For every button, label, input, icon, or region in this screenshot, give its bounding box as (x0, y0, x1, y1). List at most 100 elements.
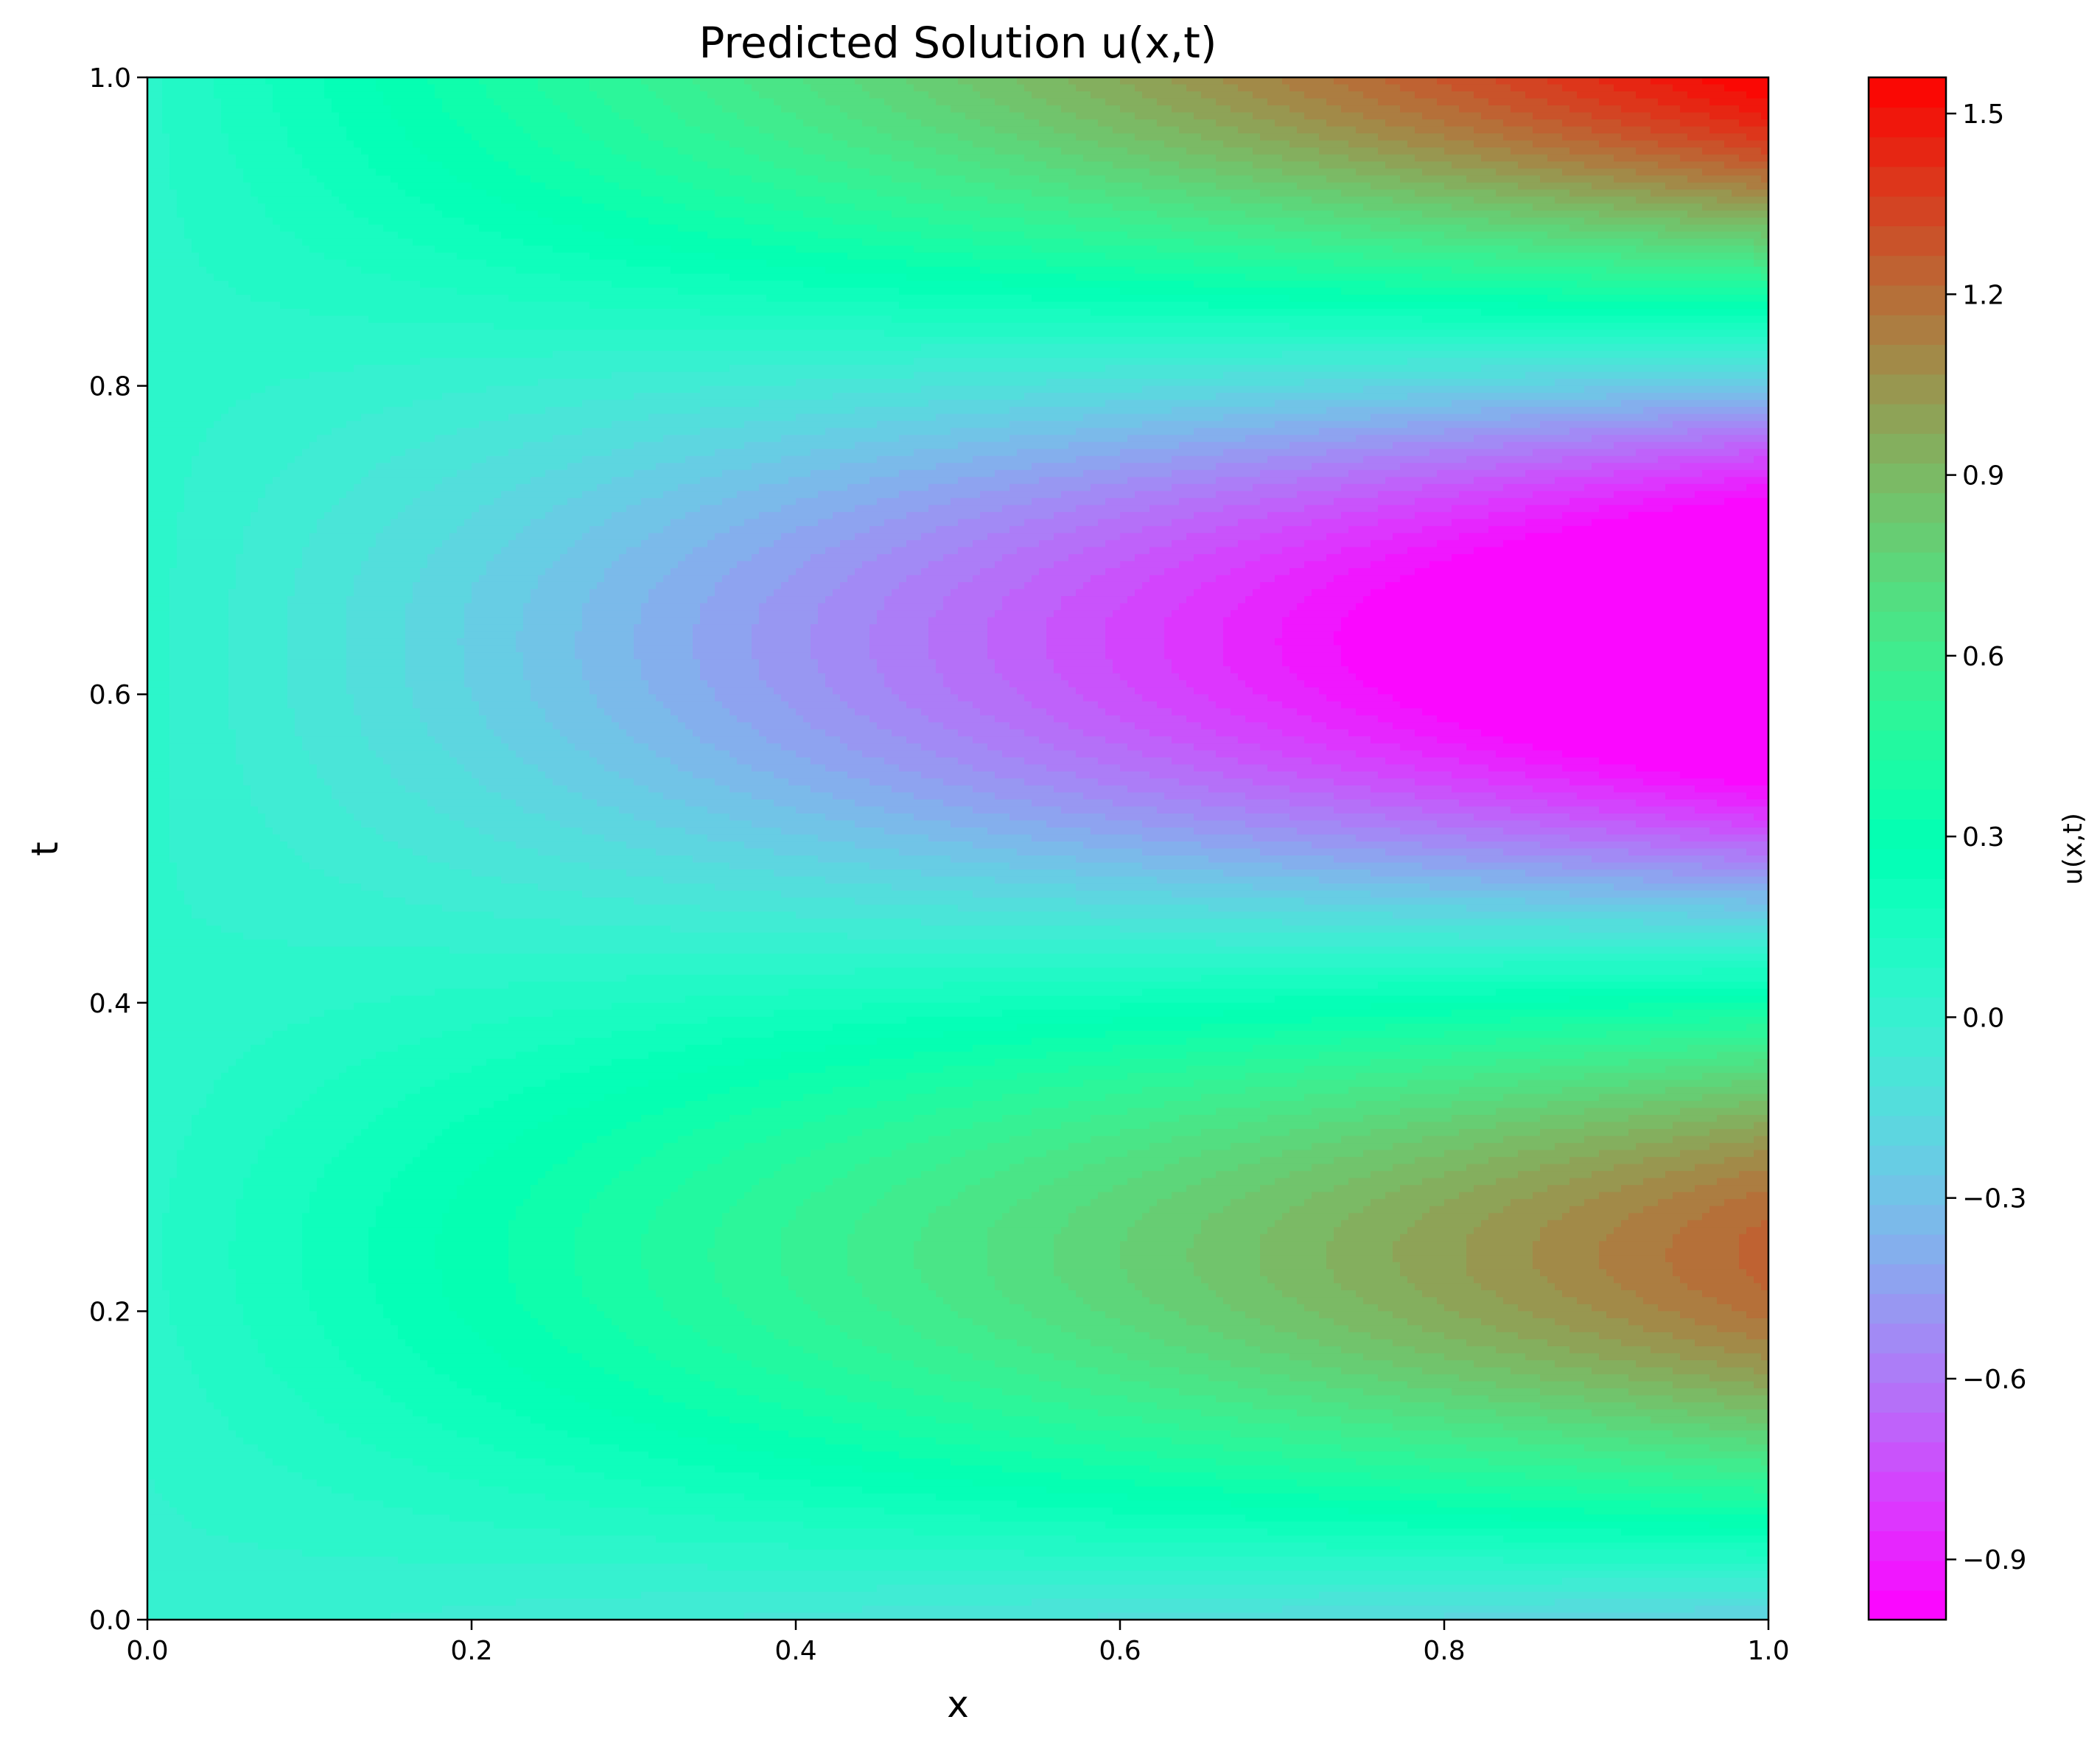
heatmap-cell (1304, 898, 1526, 906)
heatmap-cell (1577, 1297, 1644, 1305)
heatmap-cell (1334, 778, 1415, 786)
heatmap-cell (236, 1213, 303, 1221)
heatmap-cell (1621, 1528, 1769, 1536)
heatmap-cell (413, 1157, 487, 1165)
heatmap-cell (958, 1192, 1032, 1200)
heatmap-cell (302, 856, 428, 864)
heatmap-cell (147, 1577, 1563, 1586)
heatmap-cell (1260, 497, 1334, 506)
heatmap-cell (545, 771, 620, 780)
heatmap-cell (1009, 105, 1062, 113)
heatmap-cell (1194, 280, 1386, 289)
colorbar-band (1869, 77, 1946, 108)
heatmap-cell (1651, 126, 1710, 134)
heatmap-cell (1754, 1136, 1769, 1144)
heatmap-cell (464, 1318, 539, 1326)
heatmap-cell (192, 1129, 273, 1137)
heatmap-cell (604, 175, 679, 183)
heatmap-cell (1680, 1227, 1747, 1235)
heatmap-cell (1017, 77, 1069, 85)
heatmap-cell (1481, 112, 1533, 120)
heatmap-cell (1569, 1346, 1651, 1354)
heatmap-cell (472, 581, 539, 590)
heatmap-cell (147, 974, 627, 983)
heatmap-cell (147, 631, 170, 639)
heatmap-cell (494, 1444, 620, 1452)
heatmap-cell (1009, 862, 1143, 870)
heatmap-cell (1076, 224, 1172, 233)
heatmap-cell (796, 1206, 870, 1214)
heatmap-cell (1076, 898, 1305, 906)
heatmap-cell (1547, 799, 1637, 808)
heatmap-cell (1142, 750, 1217, 758)
heatmap-cell (516, 533, 583, 541)
heatmap-cell (1127, 1150, 1202, 1158)
heatmap-cell (1312, 1164, 1393, 1172)
heatmap-cell (258, 196, 340, 205)
heatmap-cell (251, 1164, 325, 1172)
heatmap-cell (147, 1493, 163, 1502)
heatmap-cell (1253, 175, 1327, 183)
heatmap-cell (147, 603, 170, 611)
heatmap-cell (1113, 799, 1202, 808)
heatmap-cell (1643, 407, 1769, 415)
heatmap-cell (1562, 168, 1637, 176)
heatmap-cell (707, 1016, 907, 1025)
heatmap-cell (1717, 1360, 1769, 1368)
heatmap-cell (553, 98, 605, 106)
heatmap-cell (1076, 1332, 1150, 1340)
heatmap-cell (862, 238, 973, 247)
heatmap-cell (1083, 1164, 1165, 1172)
heatmap-cell (722, 1157, 797, 1165)
colorbar-tick-label: 1.2 (1962, 280, 2004, 310)
heatmap-cell (788, 1430, 900, 1438)
heatmap-cell (1216, 491, 1298, 499)
heatmap-cell (707, 91, 760, 99)
heatmap-cell (1378, 98, 1438, 106)
heatmap-cell (597, 1192, 671, 1200)
heatmap-cell (1569, 147, 1637, 155)
heatmap-cell (1673, 1136, 1754, 1144)
heatmap-cell (759, 1080, 870, 1088)
heatmap-cell (1223, 1297, 1298, 1305)
heatmap-cell (707, 1437, 826, 1445)
heatmap-cell (147, 856, 170, 864)
heatmap-cell (368, 1248, 435, 1256)
heatmap-cell (228, 1262, 303, 1270)
heatmap-cell (589, 1206, 657, 1214)
heatmap-cell (906, 1016, 1113, 1025)
heatmap-cell (899, 764, 973, 772)
heatmap-cell (1407, 1521, 1710, 1530)
heatmap-cell (1068, 1100, 1165, 1109)
heatmap-cell (147, 1458, 273, 1466)
heatmap-cell (265, 210, 354, 219)
colorbar-band (1869, 1264, 1946, 1295)
heatmap-cell (715, 533, 782, 541)
heatmap-cell (405, 1094, 509, 1102)
heatmap-cell (700, 427, 826, 436)
heatmap-cell (449, 168, 517, 176)
heatmap-cell (472, 589, 531, 597)
heatmap-cell (1614, 154, 1681, 162)
heatmap-cell (486, 715, 546, 724)
heatmap-cell (147, 890, 185, 898)
heatmap-cell (656, 1535, 1077, 1544)
heatmap-cell (1238, 757, 1312, 766)
heatmap-cell (1105, 189, 1187, 197)
heatmap-cell (825, 680, 885, 688)
heatmap-cell (1754, 1486, 1769, 1494)
heatmap-cell (1304, 539, 1371, 548)
heatmap-cell (1120, 1262, 1194, 1270)
heatmap-cell (1304, 1066, 1423, 1074)
heatmap-cell (1606, 1234, 1673, 1242)
heatmap-cell (1120, 1058, 1246, 1067)
heatmap-cell (987, 645, 1047, 653)
heatmap-cell (1746, 1269, 1769, 1277)
heatmap-cell (752, 820, 855, 828)
heatmap-cell (1746, 1227, 1769, 1235)
heatmap-cell (538, 84, 590, 92)
heatmap-cell (582, 1353, 657, 1361)
heatmap-cell (1223, 1206, 1290, 1214)
heatmap-cell (1577, 1486, 1754, 1494)
heatmap-cell (936, 1290, 1003, 1298)
